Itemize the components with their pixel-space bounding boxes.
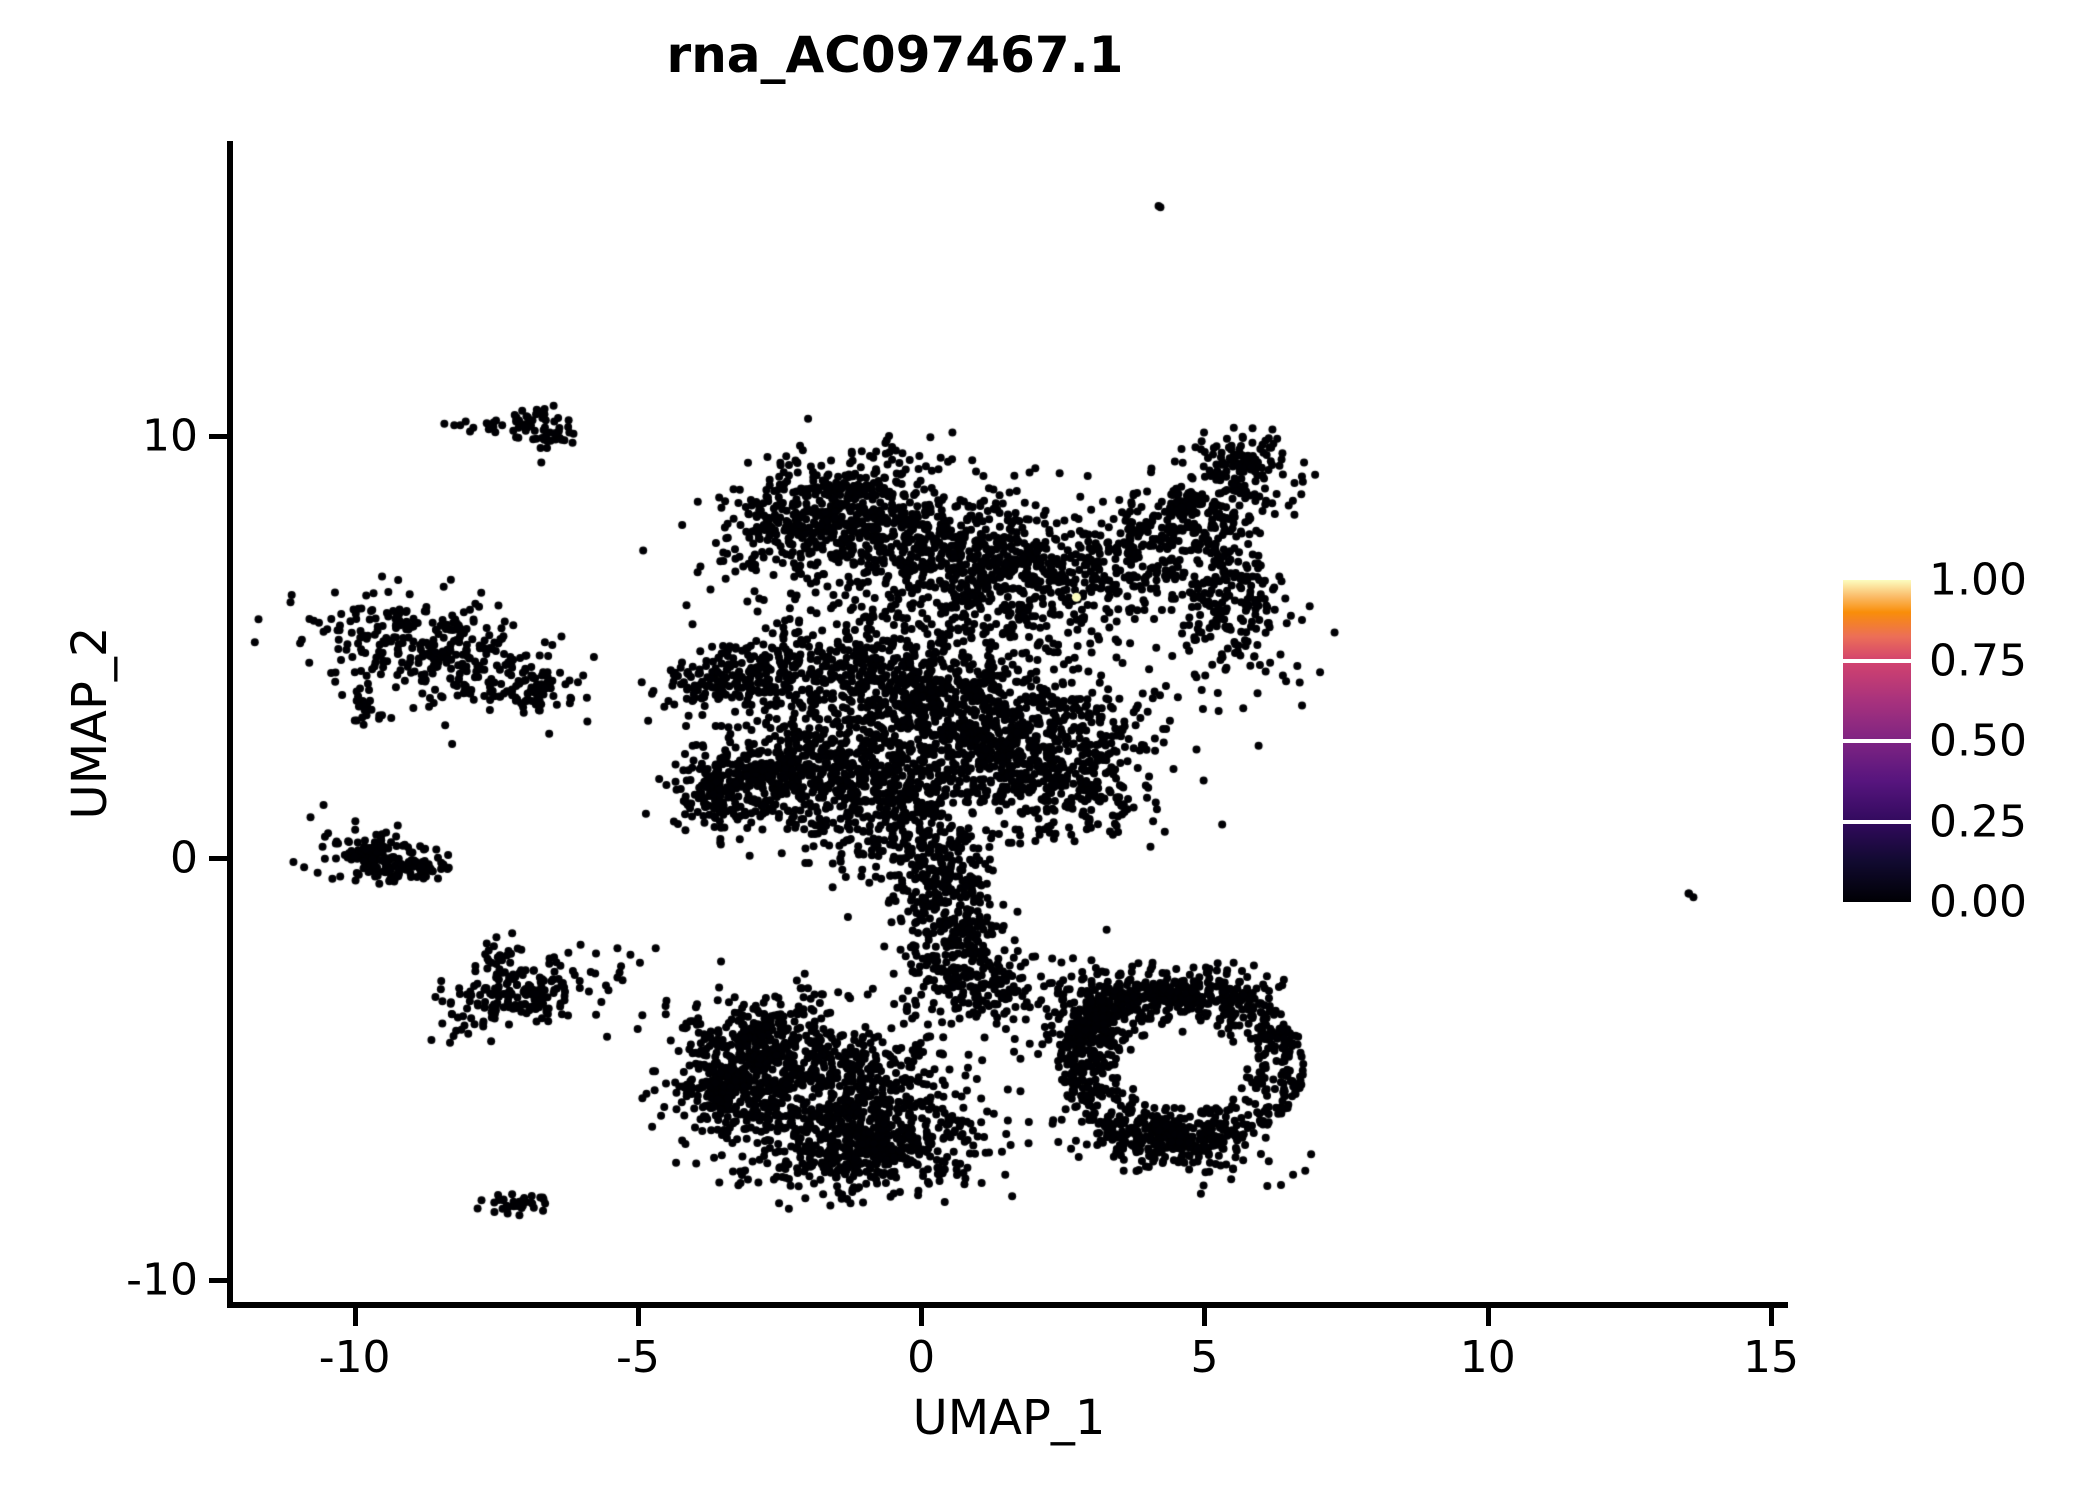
colorbar-tick-mark (1843, 819, 1911, 824)
colorbar-tick-mark (1843, 739, 1911, 743)
x-tick-label: -10 (318, 1332, 391, 1383)
x-tick-mark (1769, 1308, 1774, 1326)
y-tick-label: 10 (142, 410, 198, 462)
x-tick-label: -5 (615, 1332, 660, 1383)
colorbar-tick-mark (1843, 580, 1911, 584)
colorbar-tick-label: 1.00 (1929, 554, 2027, 606)
page-title: rna_AC097467.1 (666, 26, 1124, 84)
x-tick-mark (1202, 1308, 1208, 1326)
colorbar-tick-mark (1843, 898, 1911, 902)
y-tick-label: -10 (126, 1254, 198, 1306)
y-tick-mark (209, 1277, 227, 1283)
colorbar-tick-label: 0.25 (1929, 796, 2027, 847)
y-axis-spine (227, 141, 233, 1308)
x-tick-label: 5 (1190, 1332, 1219, 1383)
x-tick-mark (352, 1308, 358, 1326)
plot-area (230, 141, 1788, 1305)
colorbar: 0.00 0.25 0.50 0.75 1.00 (1843, 555, 2083, 928)
x-tick-mark (919, 1308, 925, 1326)
x-axis-label: UMAP_1 (912, 1390, 1106, 1446)
colorbar-tick-label: 0.50 (1929, 715, 2027, 767)
colorbar-tick-mark (1843, 658, 1911, 663)
colorbar-tick-label: 0.00 (1929, 876, 2027, 928)
x-tick-label: 0 (907, 1332, 936, 1383)
x-axis-spine (227, 1302, 1788, 1308)
x-tick-label: 10 (1459, 1332, 1516, 1383)
y-axis-label: UMAP_2 (62, 626, 118, 820)
x-tick-mark (1485, 1308, 1491, 1326)
y-tick-mark (209, 434, 227, 440)
x-tick-label: 15 (1743, 1332, 1799, 1383)
y-tick-mark (209, 855, 227, 861)
x-tick-mark (635, 1308, 641, 1326)
y-tick-label: 0 (170, 832, 198, 884)
colorbar-tick-label: 0.75 (1929, 635, 2027, 686)
scatter-canvas (230, 141, 1788, 1305)
